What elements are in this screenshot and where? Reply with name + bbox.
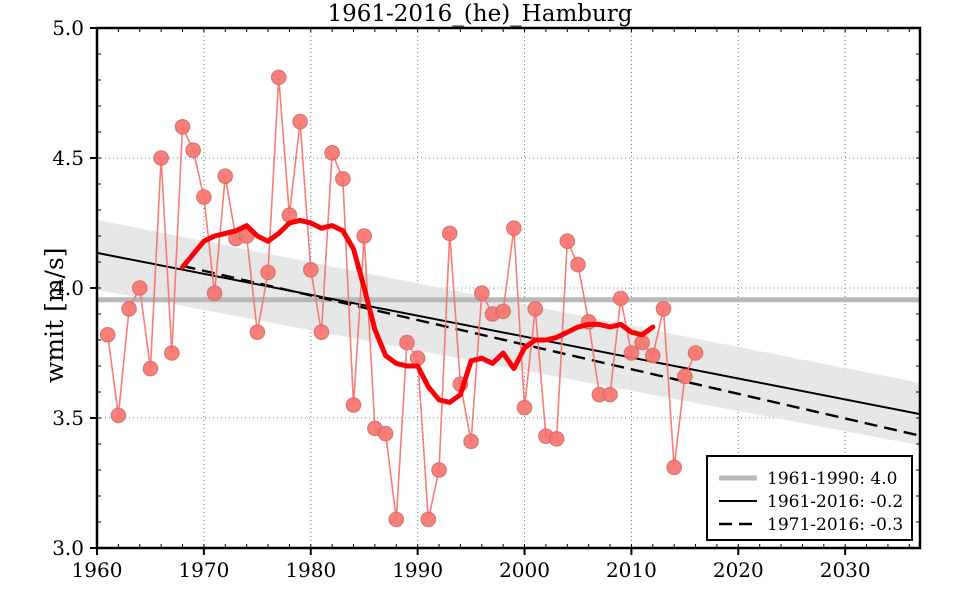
svg-text:3.0: 3.0 [52,536,84,560]
svg-text:3.5: 3.5 [52,406,84,430]
svg-text:4.0: 4.0 [52,276,84,300]
svg-text:2010: 2010 [606,558,657,582]
legend-item-label: 1961-2016: -0.2 [767,492,903,512]
legend[interactable]: 1961-1990: 4.0 1961-2016: -0.2 1971-2016: … [706,455,913,541]
reference-lines [96,251,921,437]
legend-item-label: 1971-2016: -0.3 [767,515,903,535]
svg-text:1990: 1990 [392,558,443,582]
legend-item-label: 1961-1990: 4.0 [767,469,897,489]
svg-text:4.5: 4.5 [52,146,84,170]
svg-text:2000: 2000 [499,558,550,582]
chart-title: 1961-2016_(he)_Hamburg [327,1,633,27]
axis-ticks: 1960 1970 1980 1990 2000 2010 2020 2030 3.0 3.5 4.… [52,16,920,582]
data-series [99,69,704,528]
svg-text:2020: 2020 [713,558,764,582]
svg-text:1970: 1970 [178,558,229,582]
svg-text:1960: 1960 [72,558,123,582]
svg-text:5.0: 5.0 [52,16,84,40]
svg-text:1980: 1980 [285,558,336,582]
svg-text:2030: 2030 [820,558,871,582]
